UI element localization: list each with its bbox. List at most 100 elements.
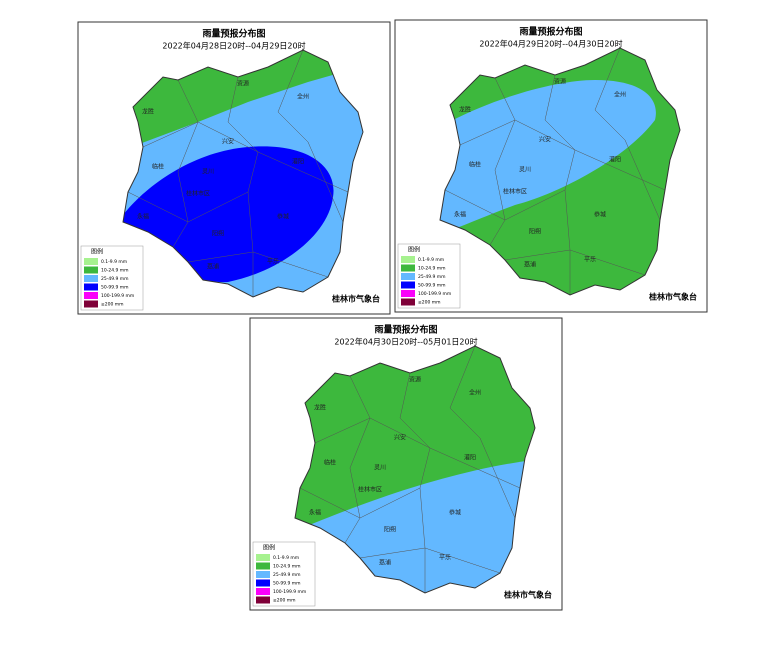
county-label: 资源 [409,376,421,384]
county-label: 平乐 [584,257,596,264]
city-outline [439,47,681,296]
county-border [314,417,521,489]
county-label: 恭城 [277,214,289,221]
legend-label: 10-24.9 mm [101,268,129,274]
legend: 图例 0.1-9.9 mm 10-24.9 mm 25-49.9 mm 50-99.9 … [252,541,316,607]
county-label: 兴安 [222,138,234,146]
county-label: 荔浦 [207,263,219,271]
county-border [187,251,329,278]
legend-label: ≥200 mm [101,302,124,308]
legend-swatch [84,275,98,282]
county-label: 永福 [309,509,321,517]
county-label: 全州 [469,389,481,397]
county-label: 龙胜 [142,108,154,116]
county-label: 资源 [237,80,249,88]
county-label: 荔浦 [524,261,536,269]
legend-label: 50-99.9 mm [418,283,446,289]
map-footer: 桂林市气象台 [648,292,697,302]
legend-label: 50-99.9 mm [273,581,301,587]
legend-swatch [256,596,270,604]
city-outline [122,49,364,298]
legend-label: 10-24.9 mm [418,266,446,272]
legend-label: 100-199.9 mm [273,589,306,595]
legend-swatch [401,298,415,306]
county-label: 平乐 [267,259,279,266]
legend-label: ≥200 mm [418,300,441,306]
legend-swatch [256,579,270,587]
legend-label: 0.1-9.9 mm [418,257,444,263]
county-border [172,79,199,248]
legend-label: ≥200 mm [273,598,296,604]
county-label: 永福 [137,213,149,221]
county-border [227,76,259,297]
legend-label: 0.1-9.9 mm [273,555,299,561]
map-subtitle: 2022年04月29日20时--04月30日20时 [479,39,622,49]
legend-swatch [256,588,270,595]
map-title: 雨量预报分布图 [519,26,582,38]
county-label: 阳朔 [384,526,396,534]
county-border [344,375,371,544]
legend-label: 10-24.9 mm [273,564,301,570]
map-panel: 雨量预报分布图2022年04月29日20时--04月30日20时资源全州龙胜兴安… [394,19,708,313]
county-border [399,372,431,593]
legend-swatch [401,290,415,297]
map-subtitle: 2022年04月30日20时--05月01日20时 [334,337,477,347]
legend-label: 100-199.9 mm [418,291,451,297]
map-subtitle: 2022年04月28日20时--04月29日20时 [162,41,305,51]
legend-swatch [84,283,98,291]
legend-label: 100-199.9 mm [101,293,134,299]
county-label: 灌阳 [464,454,476,462]
legend-swatch [401,273,415,280]
county-label: 兴安 [539,136,551,144]
legend-label: 25-49.9 mm [418,274,446,280]
map-title: 雨量预报分布图 [202,28,265,40]
county-label: 临桂 [469,161,481,169]
county-border [299,487,421,519]
county-label: 灌阳 [292,158,304,166]
county-border [127,191,249,223]
legend-title: 图例 [263,544,275,552]
county-label: 兴安 [394,434,406,442]
legend-title: 图例 [91,248,103,256]
county-border [359,547,501,574]
county-label: 桂林市区 [186,190,210,198]
legend-swatch [401,256,415,263]
county-border [142,121,349,193]
county-label: 桂林市区 [503,188,527,196]
county-label: 全州 [614,91,626,99]
county-label: 灵川 [202,169,214,176]
county-border [459,119,666,191]
county-border [489,77,516,246]
county-label: 永福 [454,211,466,219]
county-border [544,74,576,295]
map-panel: 雨量预报分布图2022年04月28日20时--04月29日20时资源全州龙胜兴安… [77,21,391,315]
county-label: 全州 [297,93,309,101]
legend-swatch [401,264,415,272]
legend-swatch [256,571,270,578]
county-label: 恭城 [449,510,461,517]
county-label: 灵川 [374,465,386,472]
legend-swatch [84,300,98,308]
legend-swatch [401,281,415,289]
county-label: 灌阳 [609,156,621,164]
zone [440,80,656,235]
legend-label: 25-49.9 mm [273,572,301,578]
county-label: 龙胜 [314,404,326,412]
legend: 图例 0.1-9.9 mm 10-24.9 mm 25-49.9 mm 50-99.9 … [397,243,461,309]
legend-swatch [84,258,98,265]
county-border [444,189,566,221]
county-border [504,249,646,276]
legend-swatch [84,266,98,274]
county-label: 阳朔 [529,228,541,236]
map-footer: 桂林市气象台 [503,590,552,600]
county-label: 龙胜 [459,106,471,114]
county-label: 恭城 [594,212,606,219]
legend-label: 0.1-9.9 mm [101,259,127,265]
map-title: 雨量预报分布图 [374,324,437,336]
city-outline [294,345,536,594]
county-label: 临桂 [324,459,336,467]
map-footer: 桂林市气象台 [331,294,380,304]
county-label: 荔浦 [379,559,391,567]
